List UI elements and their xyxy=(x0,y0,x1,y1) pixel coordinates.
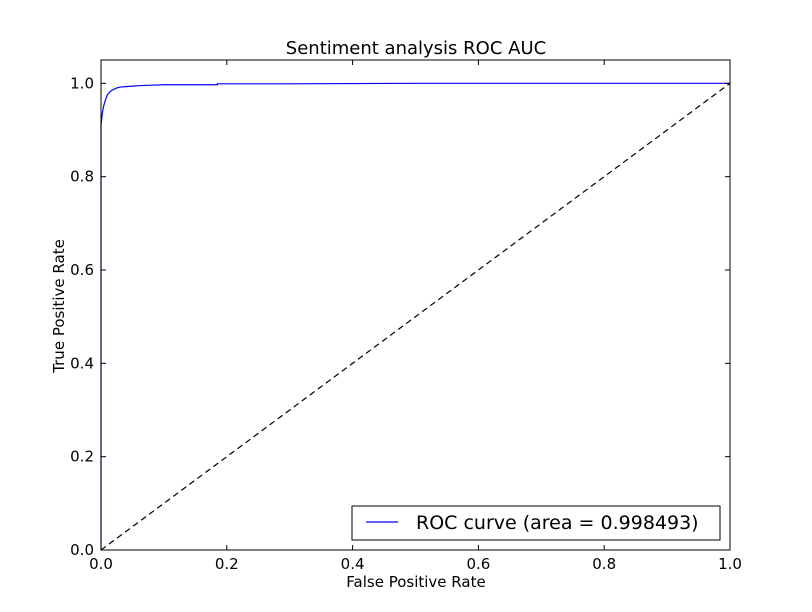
plot-frame xyxy=(100,59,731,551)
roc-curve-line xyxy=(100,82,730,550)
x-tick-label: 0.2 xyxy=(215,555,239,573)
chart-title: Sentiment analysis ROC AUC xyxy=(286,38,546,59)
y-tick-label: 0.0 xyxy=(70,541,94,559)
y-tick-label: 0.4 xyxy=(70,354,94,372)
legend: ROC curve (area = 0.998493) xyxy=(351,505,721,541)
x-tick-label: 0.0 xyxy=(89,555,113,573)
legend-label: ROC curve (area = 0.998493) xyxy=(416,512,699,534)
x-tick-label: 1.0 xyxy=(718,555,742,573)
y-tick-label: 1.0 xyxy=(70,74,94,92)
legend-box xyxy=(351,505,721,541)
x-tick-label: 0.6 xyxy=(466,555,490,573)
x-tick-label: 0.4 xyxy=(341,555,365,573)
y-tick-label: 0.2 xyxy=(70,448,94,466)
y-tick-label: 0.8 xyxy=(70,168,94,186)
axis-ticks: 0.0 0.2 0.4 0.6 0.8 1.0 0.0 0.2 0.4 0.6 0.8 1.0 xyxy=(70,59,742,573)
y-axis-label: True Positive Rate xyxy=(50,239,68,374)
x-axis-label: False Positive Rate xyxy=(346,573,485,591)
x-tick-label: 0.8 xyxy=(592,555,616,573)
plot-area xyxy=(100,82,731,551)
y-tick-label: 0.6 xyxy=(70,261,94,279)
chance-diagonal-line xyxy=(100,82,731,551)
